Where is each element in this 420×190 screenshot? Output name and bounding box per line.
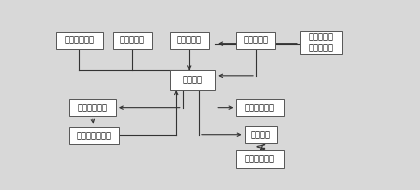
Text: 虽膜信息数据库: 虽膜信息数据库: [76, 131, 111, 140]
FancyBboxPatch shape: [170, 70, 215, 90]
Text: 虽膜提取单元: 虽膜提取单元: [77, 103, 108, 112]
Text: 电脑终端设备: 电脑终端设备: [245, 154, 275, 163]
FancyBboxPatch shape: [244, 126, 277, 143]
FancyBboxPatch shape: [236, 99, 284, 116]
Text: 心率传感器: 心率传感器: [244, 36, 268, 45]
FancyBboxPatch shape: [69, 99, 116, 116]
Text: 体温传感器: 体温传感器: [120, 36, 145, 45]
Text: 虽膜采集单元: 虽膜采集单元: [64, 36, 94, 45]
FancyBboxPatch shape: [56, 32, 103, 49]
Text: 登陆验证单元: 登陆验证单元: [245, 103, 275, 112]
FancyBboxPatch shape: [170, 32, 209, 49]
FancyBboxPatch shape: [236, 150, 284, 168]
Text: 脉搓传感器: 脉搓传感器: [177, 36, 202, 45]
FancyBboxPatch shape: [113, 32, 152, 49]
Text: 通讯单元: 通讯单元: [251, 130, 271, 139]
Text: 控制单元: 控制单元: [182, 76, 202, 85]
FancyBboxPatch shape: [69, 127, 119, 144]
FancyBboxPatch shape: [236, 32, 276, 49]
FancyBboxPatch shape: [300, 31, 342, 54]
Text: 电容式人体
接触传感器: 电容式人体 接触传感器: [309, 32, 333, 52]
